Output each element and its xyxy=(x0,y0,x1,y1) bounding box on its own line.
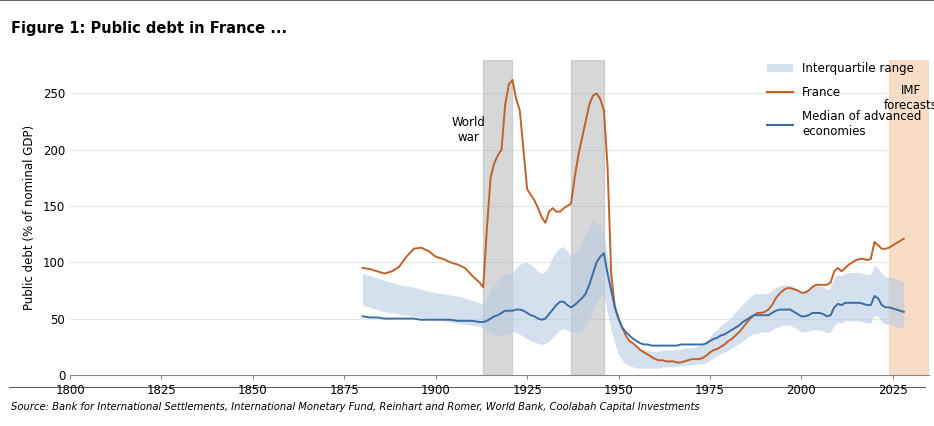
Bar xyxy=(889,60,929,375)
Bar xyxy=(483,60,513,375)
Bar xyxy=(571,60,604,375)
Text: IMF
forecasts: IMF forecasts xyxy=(884,84,934,112)
Text: Source: Bank for International Settlements, International Monetary Fund, Reinhar: Source: Bank for International Settlemen… xyxy=(11,402,700,412)
Text: World
war: World war xyxy=(452,116,486,144)
Legend: Interquartile range, France, Median of advanced
economies: Interquartile range, France, Median of a… xyxy=(767,62,922,138)
Text: Figure 1: Public debt in France ...: Figure 1: Public debt in France ... xyxy=(11,21,288,36)
Y-axis label: Public debt (% of nominal GDP): Public debt (% of nominal GDP) xyxy=(23,125,36,310)
